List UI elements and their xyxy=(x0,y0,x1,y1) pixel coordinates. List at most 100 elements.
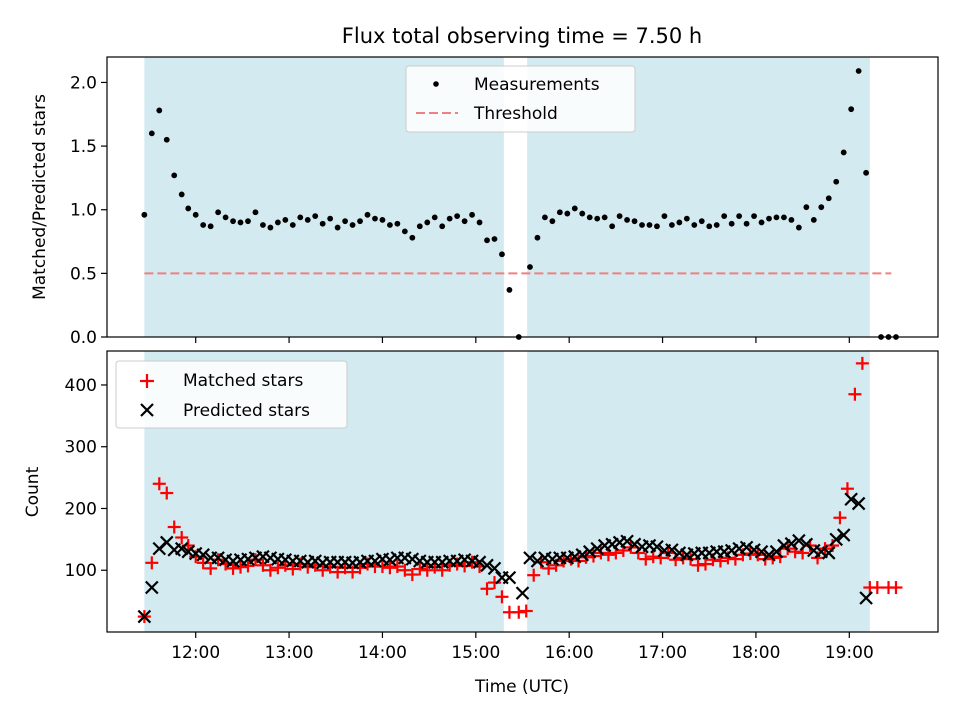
measurement-point xyxy=(661,213,668,219)
matched-star-point xyxy=(458,559,472,573)
matched-star-point xyxy=(152,477,166,491)
matched-star-point xyxy=(286,562,300,576)
measurement-point xyxy=(594,215,601,222)
measurement-point xyxy=(803,204,810,211)
matched-star-point xyxy=(196,556,210,570)
top-y-tick-label: 1.5 xyxy=(70,137,97,157)
measurement-point xyxy=(141,211,148,218)
measurement-point xyxy=(230,218,236,225)
x-tick-label: 15:00 xyxy=(451,643,500,663)
predicted-star-point xyxy=(145,580,159,595)
measurement-point xyxy=(499,251,505,258)
x-tick-label: 16:00 xyxy=(545,643,594,663)
measurement-point xyxy=(282,217,289,223)
measurement-point xyxy=(564,210,571,217)
predicted-star-point xyxy=(575,548,590,562)
predicted-star-point xyxy=(502,570,517,585)
measurement-point xyxy=(668,222,675,228)
count-panel: 100 200 300 400 12:00 13:00 14:00 15:00 16:00 17… xyxy=(23,350,939,697)
measurement-point xyxy=(319,220,326,227)
measurement-point xyxy=(586,214,593,221)
predicted-star-point xyxy=(620,534,634,548)
predicted-star-point xyxy=(821,546,836,560)
predicted-star-point xyxy=(762,548,776,562)
measurement-point xyxy=(609,223,616,230)
measurement-point xyxy=(267,224,274,231)
predicted-star-point xyxy=(472,555,487,569)
predicted-star-point xyxy=(784,536,799,551)
matched-star-point xyxy=(646,550,660,564)
bottom-y-tick-label: 400 xyxy=(65,376,97,396)
measurement-point xyxy=(304,217,311,223)
measurement-point xyxy=(676,219,683,226)
bottom-panel-frame xyxy=(106,350,939,633)
measurement-point xyxy=(683,215,690,222)
x-tick-label: 19:00 xyxy=(825,643,874,663)
matched-star-point xyxy=(234,560,248,574)
predicted-star-point xyxy=(844,492,858,506)
measurement-point xyxy=(334,224,341,231)
top-legend-box xyxy=(405,65,636,133)
matched-star-point xyxy=(390,560,404,574)
measurement-point xyxy=(491,236,498,242)
top-y-ticks: 0.0 0.5 1.0 1.5 2.0 xyxy=(70,73,107,348)
measurement-point xyxy=(178,191,185,198)
measurement-point xyxy=(766,215,772,222)
matched-star-point xyxy=(160,486,174,500)
predicted-star-point xyxy=(515,586,530,600)
matched-star-point xyxy=(383,561,397,575)
measurement-point xyxy=(476,219,483,226)
measurement-point xyxy=(713,222,720,228)
measurement-point xyxy=(728,220,735,227)
legend-predicted-label: Predicted stars xyxy=(183,401,310,421)
predicted-star-point xyxy=(851,496,866,511)
measurement-point xyxy=(863,169,870,176)
x-tick-label: 12:00 xyxy=(171,643,220,663)
measurement-point xyxy=(527,264,533,270)
measurement-point xyxy=(156,107,163,114)
measurement-point xyxy=(773,214,780,221)
matched-star-point xyxy=(833,511,847,525)
predicted-star-point xyxy=(836,528,851,542)
top-y-axis-label: Matched/Predicted stars xyxy=(30,94,50,300)
measurement-point xyxy=(549,218,556,225)
measurement-point xyxy=(810,217,817,223)
bottom-y-ticks: 100 200 300 400 xyxy=(65,376,107,581)
measurement-point xyxy=(506,287,513,293)
x-axis-label: Time (UTC) xyxy=(474,677,569,697)
measurement-point xyxy=(484,237,490,244)
measurement-point xyxy=(840,149,847,156)
chart-title: Flux total observing time = 7.50 h xyxy=(342,24,702,48)
measurement-point xyxy=(401,228,408,235)
measurement-point xyxy=(312,213,319,219)
legend-predicted-marker xyxy=(140,403,154,417)
matched-star-point xyxy=(420,563,434,577)
bottom-x-ticks: 12:00 13:00 14:00 15:00 16:00 17:00 18:00 19:00 xyxy=(171,632,874,663)
measurement-point xyxy=(833,178,840,185)
predicted-star-point xyxy=(174,541,189,556)
matched-star-point xyxy=(316,563,330,577)
predicted-star-point xyxy=(137,609,152,624)
top-y-tick-label: 2.0 xyxy=(70,73,97,93)
measurement-point xyxy=(706,223,713,230)
measurement-point xyxy=(148,130,155,137)
measurement-point xyxy=(579,210,586,217)
matched-star-point xyxy=(271,561,285,575)
matched-star-point xyxy=(855,356,869,370)
measurement-point xyxy=(297,214,304,221)
measurement-point xyxy=(364,211,371,218)
matched-star-point xyxy=(480,582,494,596)
measurement-point xyxy=(601,214,608,221)
matched-star-point xyxy=(204,561,218,575)
measurement-point xyxy=(409,234,416,241)
matched-star-point xyxy=(145,556,159,570)
measurement-point xyxy=(855,68,862,74)
measurement-point xyxy=(171,172,178,179)
measurement-point xyxy=(357,218,363,225)
measurement-point xyxy=(556,209,563,216)
measurement-point xyxy=(781,214,787,221)
measurement-point xyxy=(387,222,393,228)
legend-matched-marker xyxy=(140,374,154,388)
matched-star-point xyxy=(840,482,854,496)
matched-star-point xyxy=(331,565,345,579)
